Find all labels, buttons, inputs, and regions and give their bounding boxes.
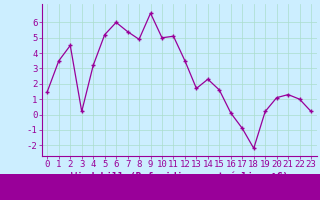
X-axis label: Windchill (Refroidissement éolien,°C): Windchill (Refroidissement éolien,°C) — [70, 172, 288, 182]
